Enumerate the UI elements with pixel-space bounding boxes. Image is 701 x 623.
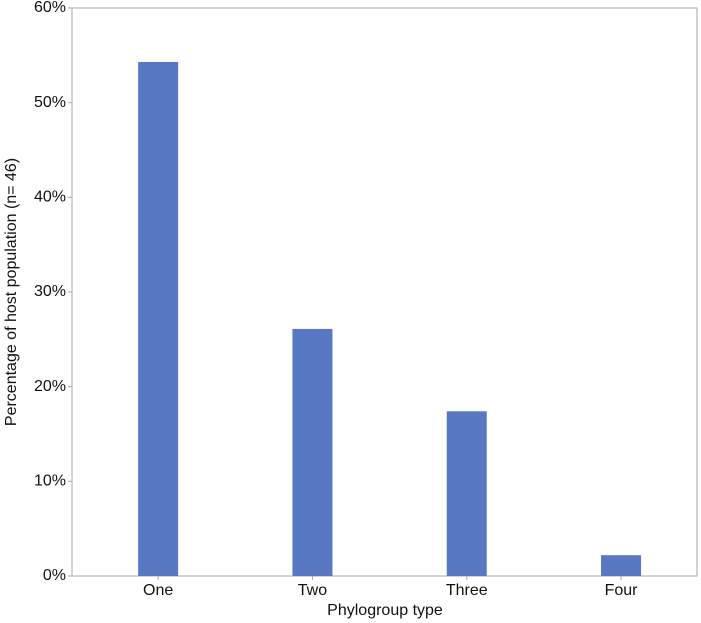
y-tick-label: 50% — [34, 94, 66, 111]
bar — [138, 61, 179, 576]
y-tick-label: 0% — [43, 567, 66, 584]
bar — [446, 411, 487, 576]
x-tick-label: Three — [446, 582, 488, 599]
y-tick-label: 10% — [34, 473, 66, 490]
y-tick-label: 30% — [34, 283, 66, 300]
x-tick-label: Two — [298, 582, 327, 599]
y-tick-label: 60% — [34, 0, 66, 16]
bar — [292, 328, 333, 576]
y-axis-label: Percentage of host population (n= 46) — [3, 158, 20, 426]
y-tick-label: 40% — [34, 189, 66, 206]
x-tick-label: One — [143, 582, 173, 599]
x-tick-label: Four — [605, 582, 639, 599]
x-axis-label: Phylogroup type — [327, 602, 443, 619]
y-tick-label: 20% — [34, 378, 66, 395]
bar — [601, 555, 642, 576]
